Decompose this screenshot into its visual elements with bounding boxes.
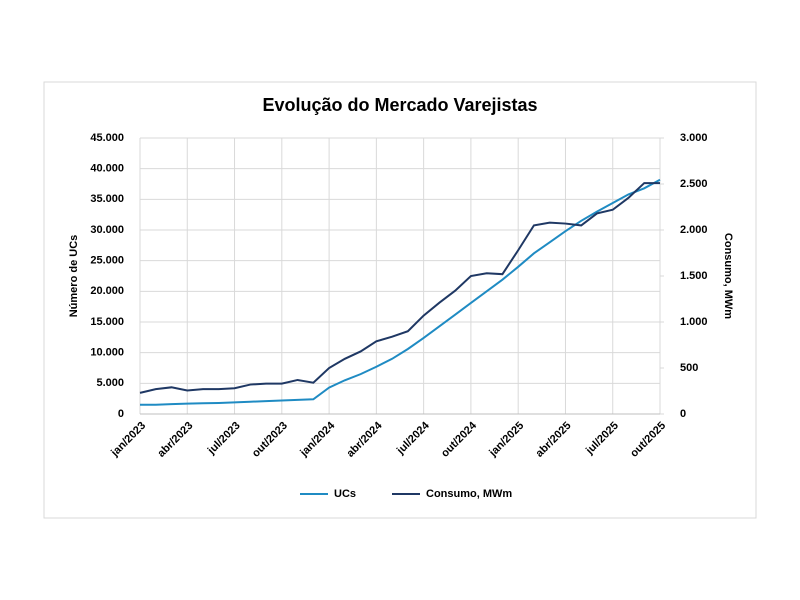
- y2-axis-title: Consumo, MWm: [722, 233, 734, 319]
- y2-tick-label: 1.000: [680, 316, 708, 328]
- legend-label: Consumo, MWm: [426, 488, 512, 500]
- y-tick-label: 0: [118, 408, 124, 420]
- y-tick-label: 40.000: [90, 163, 124, 175]
- y-axis-title: Número de UCs: [68, 235, 80, 318]
- y2-tick-label: 2.500: [680, 178, 708, 190]
- legend-label: UCs: [334, 488, 356, 500]
- y2-tick-label: 500: [680, 362, 698, 374]
- chart-frame: [43, 81, 757, 519]
- series-line: [139, 182, 660, 394]
- y2-tick-label: 0: [680, 408, 686, 420]
- y-tick-label: 25.000: [90, 255, 124, 267]
- y-tick-label: 20.000: [90, 285, 124, 297]
- y2-tick-label: 1.500: [680, 270, 708, 282]
- y-tick-label: 30.000: [90, 224, 124, 236]
- y-tick-label: 10.000: [90, 347, 124, 359]
- chart-title: Evolução do Mercado Varejistas: [262, 95, 537, 115]
- y2-tick-label: 3.000: [680, 132, 708, 144]
- y-tick-label: 15.000: [90, 316, 124, 328]
- y-tick-label: 5.000: [96, 377, 124, 389]
- y-tick-label: 35.000: [90, 193, 124, 205]
- y-tick-label: 45.000: [90, 132, 124, 144]
- series-line: [140, 178, 661, 406]
- y2-tick-label: 2.000: [680, 224, 708, 236]
